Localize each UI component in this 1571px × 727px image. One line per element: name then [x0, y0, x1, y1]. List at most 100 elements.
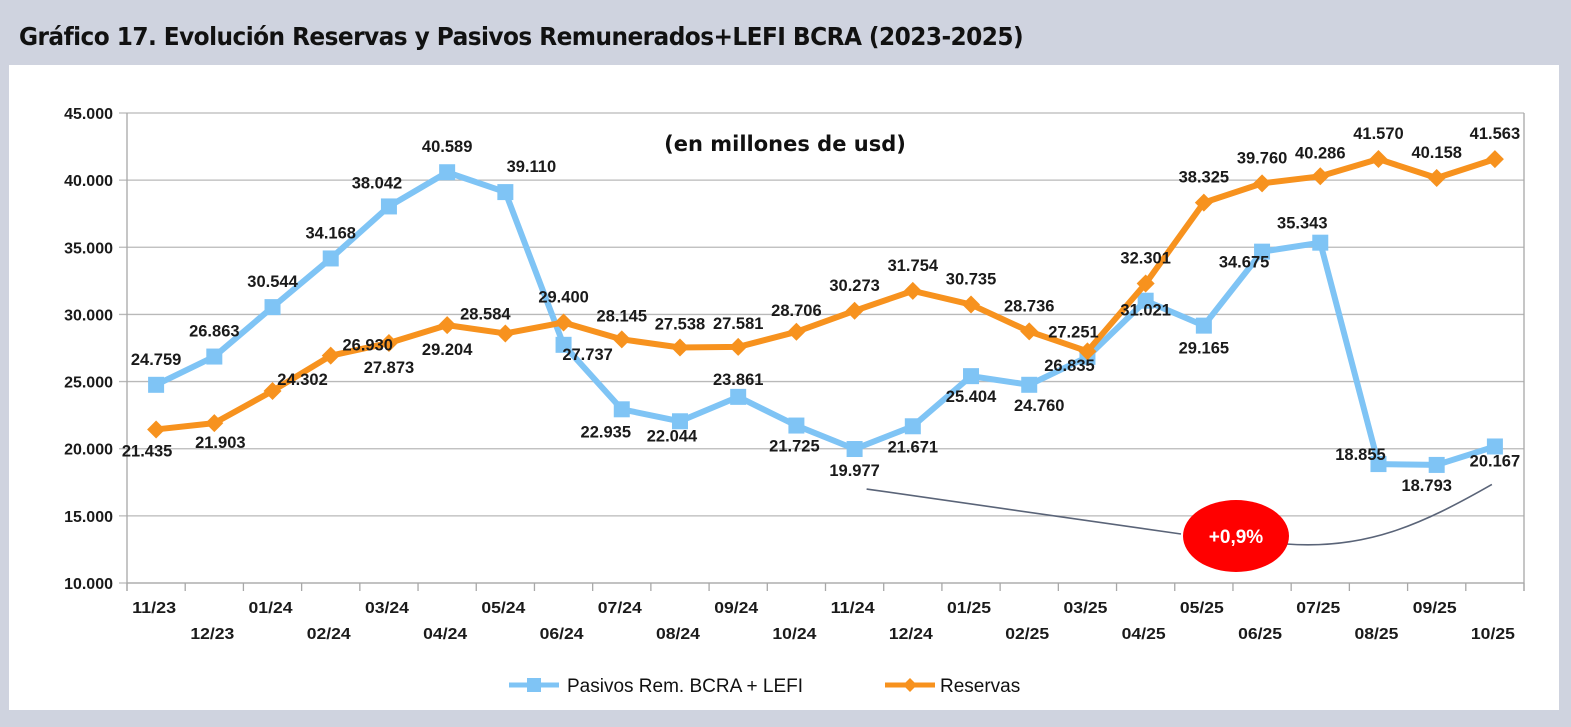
marker-pasivos	[439, 164, 456, 181]
data-label-reservas: 32.301	[1120, 250, 1170, 268]
data-label-reservas: 38.325	[1179, 169, 1229, 187]
y-tick-label: 35.000	[64, 240, 113, 257]
marker-reservas	[1194, 193, 1213, 212]
marker-reservas	[1020, 322, 1039, 341]
data-label-reservas: 29.204	[422, 341, 473, 359]
series-line-reservas	[155, 156, 1496, 433]
data-label-reservas: 40.158	[1411, 144, 1461, 162]
legend-square-marker-icon	[527, 678, 541, 692]
data-label-pasivos: 22.044	[647, 427, 698, 445]
marker-reservas	[1427, 169, 1446, 188]
marker-pasivos	[788, 417, 805, 434]
data-label-pasivos: 34.168	[305, 224, 355, 242]
data-label-reservas: 40.286	[1295, 144, 1345, 162]
x-tick-label: 05/24	[481, 600, 525, 617]
page-title: Gráfico 17. Evolución Reservas y Pasivos…	[19, 22, 1024, 51]
line-chart: 10.000 15.000 20.000 25.000 30.000 35.000 40.0…	[64, 106, 1525, 697]
y-tick-label: 25.000	[64, 375, 113, 392]
x-tick-label: 01/24	[249, 600, 293, 617]
marker-reservas	[496, 324, 515, 343]
data-label-reservas: 27.581	[713, 315, 763, 333]
data-label-reservas: 28.145	[597, 307, 647, 325]
marker-pasivos	[1312, 234, 1329, 251]
x-tick-label: 02/25	[1005, 626, 1049, 643]
x-tick-label: 07/25	[1296, 600, 1340, 617]
x-tick-label: 01/25	[947, 600, 991, 617]
marker-reservas	[962, 295, 981, 314]
annotation-group: +0,9%	[866, 483, 1493, 572]
x-tick-label: 11/23	[132, 600, 176, 617]
data-label-pasivos: 35.343	[1277, 215, 1327, 233]
y-axis-ticks: 10.000 15.000 20.000 25.000 30.000 35.000 40.0…	[64, 106, 113, 593]
marker-reservas	[1485, 150, 1504, 169]
x-tick-label: 10/24	[772, 626, 816, 643]
x-tick-label: 12/23	[190, 626, 234, 643]
change-badge-text: +0,9%	[1209, 527, 1264, 548]
data-label-pasivos: 22.935	[581, 423, 631, 441]
marker-pasivos	[671, 413, 688, 430]
data-label-pasivos: 23.861	[713, 371, 763, 389]
data-label-reservas: 41.570	[1353, 125, 1403, 143]
marker-reservas	[554, 313, 573, 332]
marker-pasivos	[1428, 456, 1445, 473]
x-tick-label: 06/25	[1238, 626, 1282, 643]
data-label-pasivos: 39.110	[507, 158, 557, 176]
legend-diamond-marker-icon	[903, 678, 917, 692]
data-label-reservas: 30.273	[829, 277, 879, 295]
marker-reservas	[612, 330, 631, 349]
marker-pasivos	[1254, 243, 1271, 260]
data-label-pasivos: 20.167	[1470, 452, 1520, 470]
data-label-pasivos: 19.977	[829, 462, 879, 480]
marker-reservas	[1078, 342, 1097, 361]
data-labels: 24.759 26.863 30.544 34.168 38.042 40.589 39.1…	[122, 125, 1520, 495]
data-label-reservas: 28.584	[460, 305, 511, 323]
data-label-reservas: 26.930	[342, 337, 392, 355]
data-label-pasivos: 34.675	[1219, 254, 1269, 272]
data-label-pasivos: 29.165	[1179, 340, 1229, 358]
x-tick-label: 07/24	[598, 600, 642, 617]
marker-reservas	[670, 338, 689, 357]
data-label-pasivos: 21.671	[888, 438, 938, 456]
marker-reservas	[438, 316, 457, 335]
x-tick-label: 03/25	[1063, 600, 1107, 617]
marker-reservas	[729, 337, 748, 356]
x-tick-label: 04/25	[1122, 626, 1166, 643]
marker-pasivos	[613, 401, 630, 418]
marker-reservas	[263, 381, 282, 400]
data-label-pasivos: 27.737	[562, 346, 612, 364]
data-label-pasivos: 38.042	[352, 174, 402, 192]
marker-pasivos	[380, 198, 397, 215]
marker-reservas	[845, 301, 864, 320]
data-label-reservas: 29.400	[538, 288, 588, 306]
x-tick-label: 10/25	[1471, 626, 1515, 643]
y-tick-label: 30.000	[64, 307, 113, 324]
y-tick-label: 10.000	[64, 576, 113, 593]
y-tick-label: 20.000	[64, 442, 113, 459]
data-label-reservas: 21.435	[122, 442, 172, 460]
legend-label-pasivos: Pasivos Rem. BCRA + LEFI	[567, 676, 803, 697]
x-tick-label: 04/24	[423, 626, 467, 643]
data-label-reservas: 39.760	[1237, 149, 1287, 167]
y-tick-label: 15.000	[64, 509, 113, 526]
x-tick-label: 02/24	[307, 626, 351, 643]
marker-reservas	[903, 281, 922, 300]
marker-pasivos	[846, 441, 863, 458]
marker-pasivos	[148, 376, 165, 393]
marker-pasivos	[206, 348, 223, 365]
data-label-pasivos: 31.021	[1120, 302, 1170, 320]
marker-pasivos	[322, 250, 339, 267]
data-label-pasivos: 24.759	[131, 351, 181, 369]
gridlines	[119, 112, 1524, 584]
x-tick-label: 08/24	[656, 626, 700, 643]
legend-label-reservas: Reservas	[940, 676, 1020, 697]
y-tick-label: 45.000	[64, 106, 113, 123]
x-axis-ticks: 11/23 12/23 01/24 02/24 03/24 04/24 05/24 06/24…	[126, 583, 1525, 643]
data-label-reservas: 28.706	[771, 302, 821, 320]
marker-pasivos	[1137, 292, 1154, 309]
marker-pasivos	[1370, 456, 1387, 473]
data-label-pasivos: 18.793	[1401, 477, 1451, 495]
marker-reservas	[787, 322, 806, 341]
data-label-pasivos: 26.863	[189, 323, 239, 341]
data-label-reservas: 24.302	[277, 371, 327, 389]
marker-pasivos	[904, 418, 921, 435]
